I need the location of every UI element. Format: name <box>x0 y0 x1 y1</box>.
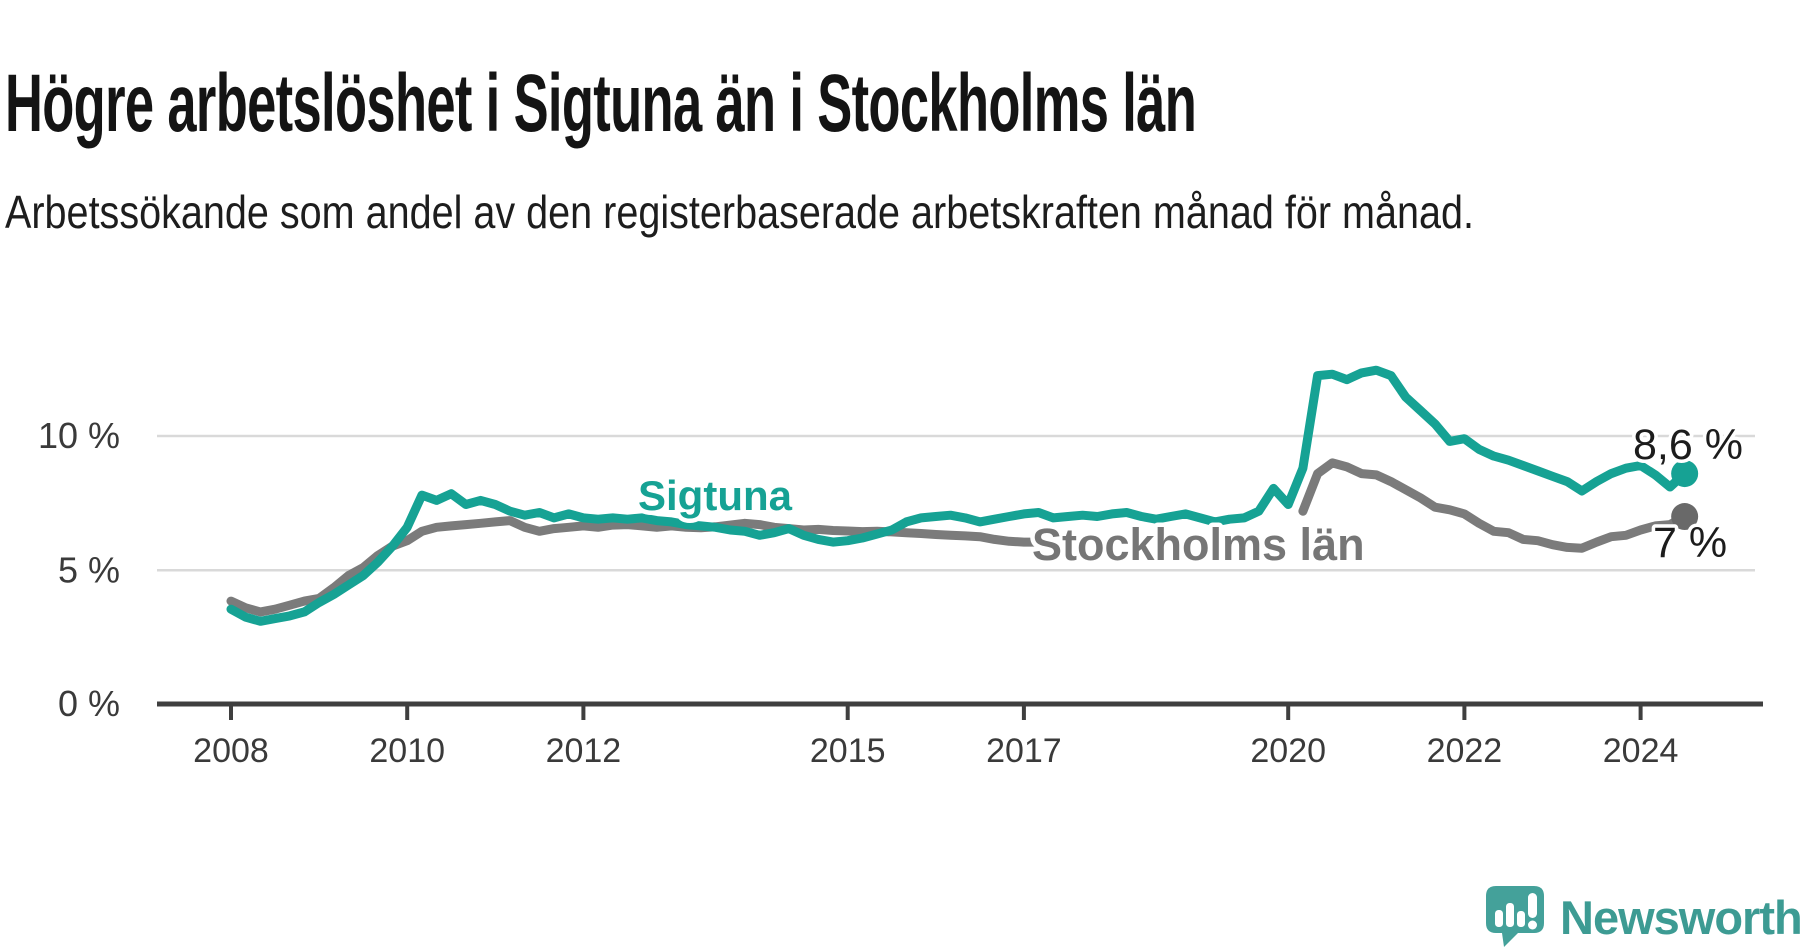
x-axis-label-2024: 2024 <box>1603 732 1679 770</box>
newsworthy-logo: Newsworthy <box>1484 884 1800 948</box>
newsworthy-wordmark: Newsworthy <box>1560 891 1800 944</box>
series-label-sigtuna: Sigtuna <box>638 472 793 519</box>
newsworthy-speech-bubble-chart-icon <box>1486 886 1544 947</box>
x-axis-label-2015: 2015 <box>810 732 886 770</box>
x-axis-label-2010: 2010 <box>369 732 445 770</box>
y-axis-label-0%: 0 % <box>58 683 120 724</box>
x-axis-label-2020: 2020 <box>1250 732 1326 770</box>
end-dot-stockholms-län <box>1671 503 1699 531</box>
y-axis-label-5%: 5 % <box>58 549 120 590</box>
series-line-stockholms-län <box>226 458 1690 617</box>
end-dot-sigtuna <box>1671 460 1699 488</box>
x-axis-label-2017: 2017 <box>986 732 1062 770</box>
series-line-sigtuna <box>226 365 1690 626</box>
end-value-label-7: 7 % <box>1653 519 1727 567</box>
y-axis-label-10%: 10 % <box>38 415 120 456</box>
x-axis-label-2008: 2008 <box>193 732 269 770</box>
page-title: Högre arbetslöshet i Sigtuna än i Stockh… <box>5 57 1197 149</box>
chart-subtitle: Arbetssökande som andel av den registerb… <box>5 186 1474 238</box>
x-axis-label-2012: 2012 <box>546 732 622 770</box>
series-label-stockholms-län: Stockholms län <box>1032 519 1365 570</box>
x-axis-label-2022: 2022 <box>1427 732 1503 770</box>
end-value-label-86: 8,6 % <box>1633 421 1743 469</box>
